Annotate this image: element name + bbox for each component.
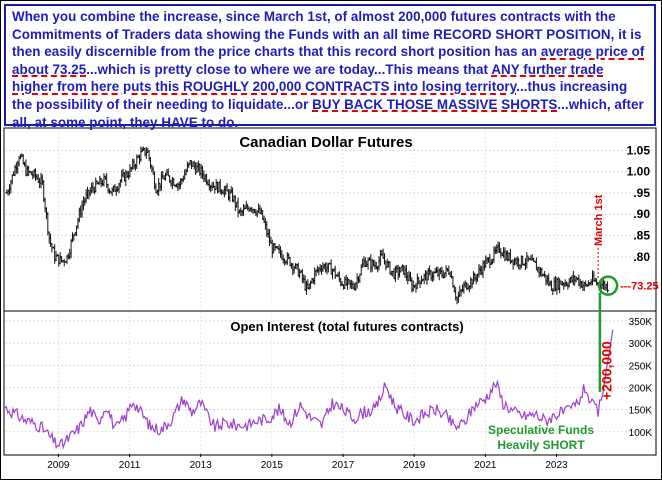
oi-line: [4, 329, 614, 450]
commentary-text: When you combine the increase, since Mar…: [12, 9, 642, 60]
oi-y-tick: 350K: [629, 317, 653, 328]
spec-funds-label-1: Speculative Funds: [488, 423, 594, 437]
commentary-text: ...which, after all, at some point, they…: [12, 96, 644, 130]
oi-y-ticks: 100K 150K 200K 250K 300K 350K: [629, 317, 653, 439]
price-y-tick: .90: [633, 207, 650, 221]
x-tick-label: 2011: [119, 460, 141, 471]
oi-y-tick: 200K: [629, 383, 653, 394]
price-y-tick: 1.00: [627, 165, 651, 179]
oi-panel-border: [3, 310, 657, 456]
price-y-ticks: .80 .85 .90 .95 1.00 1.05: [627, 143, 651, 264]
avg-price-circle: [597, 275, 619, 296]
price-y-tick: .95: [633, 186, 650, 200]
x-tick-label: 2021: [474, 460, 497, 471]
x-tick-label: 2019: [403, 460, 426, 471]
oi-increase-label: +200,000: [599, 341, 615, 400]
price-bars: [5, 146, 610, 305]
annotation-overlays: March 1st ---73.25 +200,000 Speculative …: [488, 194, 659, 452]
price-y-tick: .80: [633, 250, 650, 264]
commentary-text: ...which is pretty close to where we are…: [86, 61, 492, 77]
oi-y-tick: 100K: [629, 428, 653, 439]
price-y-tick: 1.05: [627, 143, 651, 157]
march-1st-label: March 1st: [593, 194, 605, 246]
x-axis-ticks: 2009 2011 2013 2015 2017 2019 2021 2023: [47, 454, 568, 471]
commentary-highlight: ANY further trade higher from here puts …: [12, 61, 604, 95]
x-tick-label: 2015: [261, 460, 284, 471]
commentary-highlight: BUY BACK THOSE MASSIVE SHORTS: [312, 96, 558, 112]
commentary-highlight: average price of about 73.25: [12, 44, 645, 77]
oi-y-tick: 300K: [629, 339, 653, 350]
price-y-tick: .85: [633, 229, 650, 243]
price-chart-title: Canadian Dollar Futures: [239, 134, 412, 151]
oi-chart-title: Open Interest (total futures contracts): [230, 319, 463, 334]
x-tick-label: 2009: [47, 460, 70, 471]
x-tick-label: 2013: [190, 460, 213, 471]
commentary-box: When you combine the increase, since Mar…: [4, 4, 656, 130]
x-tick-label: 2023: [545, 460, 568, 471]
x-tick-label: 2017: [332, 460, 355, 471]
oi-y-tick: 250K: [629, 361, 653, 372]
oi-series: [4, 329, 614, 450]
price-gridlines: [5, 129, 652, 308]
avg-price-label: ---73.25: [620, 281, 659, 293]
commentary-text: ...thus increasing the possibility of th…: [12, 79, 628, 112]
oi-y-tick: 150K: [629, 406, 653, 417]
spec-funds-label-2: Heavily SHORT: [497, 438, 585, 452]
